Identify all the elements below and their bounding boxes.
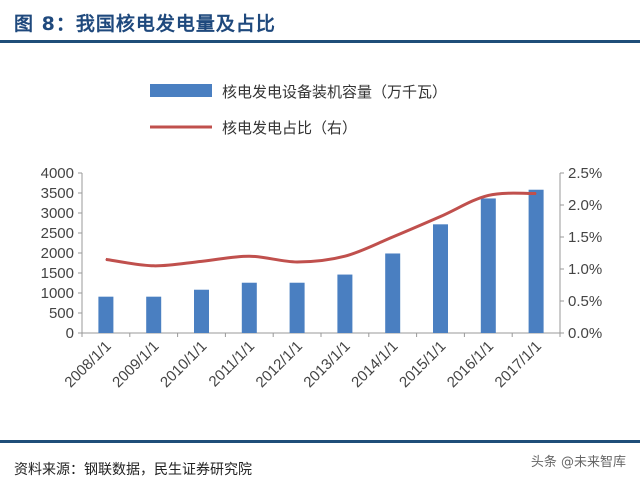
bar: [289, 282, 305, 333]
left-tick-label: 500: [49, 305, 74, 322]
line-point: [201, 260, 202, 262]
right-tick-label: 2.0%: [568, 197, 602, 214]
right-tick-label: 1.0%: [568, 261, 602, 278]
header: 图 8：我国核电发电量及占比: [0, 0, 640, 44]
bar: [528, 189, 544, 333]
x-tick-label: 2008/1/1: [61, 338, 114, 391]
line-point: [440, 216, 441, 218]
x-tick-label: 2015/1/1: [396, 338, 449, 391]
line-point: [296, 261, 298, 263]
line-point: [153, 265, 155, 267]
top-rule: [0, 40, 640, 43]
x-tick-label: 2016/1/1: [444, 338, 497, 391]
line-point: [392, 236, 394, 238]
line-point: [487, 194, 489, 196]
left-tick-label: 4000: [41, 165, 74, 182]
legend-line-label: 核电发电占比（右）: [222, 119, 357, 137]
right-tick-label: 0.0%: [568, 325, 602, 342]
left-tick-label: 2000: [41, 245, 74, 262]
bar: [146, 296, 162, 333]
x-tick-label: 2013/1/1: [300, 338, 353, 391]
bar: [98, 296, 114, 333]
watermark: 头条 @未来智库: [526, 450, 630, 471]
bar: [480, 198, 496, 333]
left-tick-label: 3500: [41, 185, 74, 202]
bar: [433, 224, 448, 333]
share-line: [105, 191, 537, 268]
line-point: [105, 258, 107, 260]
line-point: [248, 255, 250, 257]
bar: [241, 282, 257, 333]
bar: [337, 274, 353, 333]
bar: [194, 289, 209, 333]
x-tick-label: 2012/1/1: [253, 338, 306, 391]
figure-title: 图 8：我国核电发电量及占比: [14, 13, 276, 35]
bar: [385, 253, 401, 333]
line-point: [344, 255, 346, 257]
x-tick-label: 2011/1/1: [206, 338, 259, 391]
legend-bar-swatch: [150, 84, 212, 97]
left-tick-label: 0: [66, 325, 74, 342]
left-tick-label: 2500: [41, 225, 74, 242]
bottom-rule: [0, 440, 640, 443]
left-tick-label: 1500: [41, 265, 74, 282]
chart: 0 500 1000 1500 2000 2500 3000 3500 4000 0.0% 0.5%…: [41, 83, 603, 391]
left-tick-label: 1000: [41, 285, 74, 302]
source-note: 资料来源：钢联数据，民生证券研究院: [14, 462, 252, 478]
right-tick-label: 2.5%: [568, 165, 602, 182]
x-tick-label: 2010/1/1: [157, 338, 210, 391]
left-tick-label: 3000: [41, 205, 74, 222]
x-tick-label: 2014/1/1: [348, 338, 401, 391]
x-tick-label: 2009/1/1: [109, 338, 162, 391]
line-point: [535, 192, 537, 194]
right-tick-label: 1.5%: [568, 229, 602, 246]
right-tick-label: 0.5%: [568, 293, 602, 310]
legend-bar-label: 核电发电设备装机容量（万千瓦）: [222, 83, 447, 101]
x-tick-label: 2017/1/1: [492, 338, 545, 391]
